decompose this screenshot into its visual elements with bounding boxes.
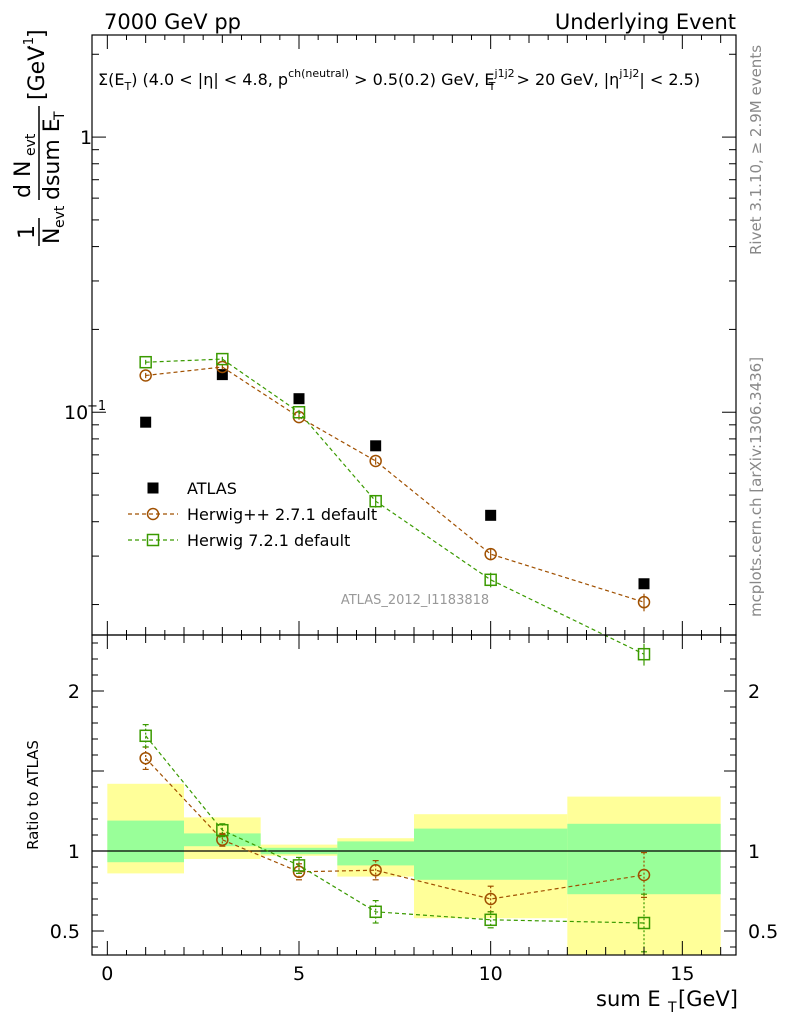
x-tick-label-0: 0	[101, 963, 113, 985]
ylabel-dn-sub: evt	[23, 133, 39, 156]
legend-label-2: Herwig 7.2.1 default	[187, 531, 350, 550]
header-left: 7000 GeV pp	[104, 10, 241, 34]
ratio-y-axis-label: Ratio to ATLAS	[24, 740, 42, 850]
legend-marker-0	[147, 482, 159, 494]
ratio-series-2-point-1	[216, 823, 229, 837]
ylabel-unit-sup: -1	[22, 37, 37, 50]
ratio-series-2-point-4	[484, 913, 497, 927]
series-1-point-4	[484, 547, 497, 561]
ratio-uncertainty-bands	[107, 783, 721, 955]
main-y-tick-label-sup: −1	[87, 399, 106, 414]
series-1-point-0	[139, 369, 152, 382]
ratio-band-stat-4	[414, 828, 568, 880]
series-1-point-1	[216, 360, 229, 374]
legend-label-0: ATLAS	[187, 479, 237, 498]
ratio-y-tick-label-left: 2	[68, 681, 80, 703]
series-2-line	[145, 358, 645, 655]
ylabel-unit-end: ]	[25, 29, 50, 38]
legend-label-1: Herwig++ 2.7.1 default	[187, 505, 377, 524]
series-1-point-3	[369, 454, 382, 468]
analysis-tag: ATLAS_2012_I1183818	[341, 593, 489, 608]
ratio-y-tick-label-right: 1	[748, 841, 760, 863]
header-right: Underlying Event	[555, 10, 736, 34]
x-axis-label: sum E T [GeV]	[596, 987, 738, 1016]
ratio-series-1-point-0	[139, 751, 152, 765]
ylabel-n: N	[40, 228, 65, 244]
series-2-point-2	[292, 405, 306, 419]
ylabel-dsum-sub: T	[52, 111, 68, 121]
series-0-point-0	[140, 416, 152, 428]
rivet-version: Rivet 3.1.10, ≥ 2.9M events	[747, 45, 765, 255]
ratio-series-2-line	[145, 735, 645, 924]
legend-marker-1	[146, 507, 160, 521]
plot-title: Σ(ET) (4.0 < |η| < 4.8, pch(neutral) > 0…	[98, 67, 700, 93]
ylabel-n-sub: evt	[52, 205, 68, 228]
ylabel-dsum: dsum E	[40, 118, 65, 200]
series-1-line	[145, 366, 645, 603]
series-2-point-4	[484, 573, 497, 587]
xlabel-b: [GeV]	[678, 987, 738, 1011]
ylabel-dn: d N	[11, 161, 36, 198]
ratio-series-2-point-2	[292, 859, 306, 872]
x-tick-label-10: 10	[479, 963, 503, 985]
ratio-band-stat-1	[184, 833, 261, 847]
xlabel-sub: T	[667, 1000, 677, 1016]
main-panel-series	[139, 352, 651, 666]
series-2-point-5	[637, 647, 651, 661]
series-0-point-4	[485, 509, 497, 521]
series-0-point-5	[638, 578, 650, 590]
series-2-point-3	[369, 494, 382, 508]
ratio-series-2-point-3	[369, 905, 382, 919]
ratio-band-stat-0	[107, 820, 184, 863]
ratio-series-2-point-0	[139, 729, 152, 743]
series-0-point-3	[370, 440, 382, 452]
ratio-series-1-line	[145, 757, 645, 900]
ratio-series-1-point-4	[484, 892, 497, 906]
ratio-panel-series	[139, 723, 651, 953]
mcplots-url: mcplots.cern.ch [arXiv:1306.3436]	[747, 357, 765, 617]
series-2-point-0	[139, 355, 152, 369]
series-1-point-5	[637, 595, 651, 609]
x-tick-label-15: 15	[670, 963, 694, 985]
ratio-y-tick-label-left: 1	[68, 841, 80, 863]
ratio-series-1-point-3	[369, 863, 382, 877]
ratio-y-tick-label-right: 0.5	[748, 921, 778, 943]
x-tick-label-5: 5	[293, 963, 305, 985]
series-0-point-2	[293, 393, 305, 405]
main-y-axis-label: 1 N evt d N evt dsum E T [GeV -1 ]	[11, 29, 68, 246]
xlabel-a: sum E	[596, 987, 661, 1011]
main-y-tick-label: 1	[80, 127, 92, 149]
main-y-tick-label: 10	[64, 402, 88, 424]
legend-marker-2	[146, 533, 160, 547]
series-0-point-1	[216, 369, 228, 381]
ratio-y-tick-label-left: 0.5	[50, 921, 80, 943]
ylabel-one: 1	[15, 225, 40, 239]
ratio-series-2-point-5	[637, 916, 651, 930]
ratio-series-1-point-5	[637, 868, 651, 882]
series-2-point-1	[216, 352, 229, 366]
ratio-y-tick-label-right: 2	[748, 681, 760, 703]
legend: ATLAS Herwig++ 2.7.1 default Herwig 7.2.1 …	[128, 479, 377, 550]
ylabel-unit: [GeV	[25, 46, 50, 100]
ratio-series-1-point-1	[216, 833, 229, 847]
